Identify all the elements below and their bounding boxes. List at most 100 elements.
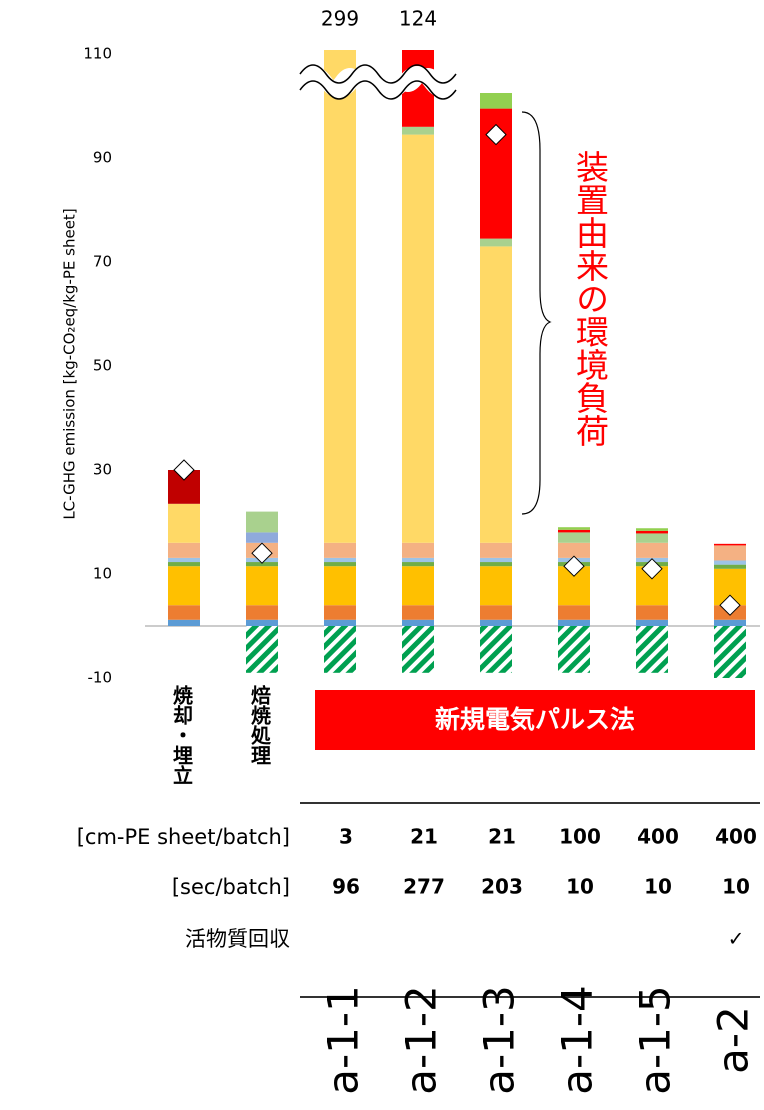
banner-box <box>315 690 755 750</box>
bar-segment <box>324 50 356 543</box>
table-cell: 400 <box>637 825 679 849</box>
bar-segment <box>168 562 200 567</box>
bar-segment <box>402 619 434 626</box>
bar-segment <box>168 619 200 626</box>
category-label: a-1-1 <box>319 985 368 1095</box>
bar-segment <box>246 605 278 620</box>
bar-segment <box>246 619 278 626</box>
break-label: 299 <box>321 7 359 31</box>
y-tick-label: 30 <box>93 461 112 479</box>
table-cell: 21 <box>488 825 516 849</box>
bar-segment <box>402 566 434 606</box>
bar-segment <box>636 533 668 543</box>
table-cell: 100 <box>559 825 601 849</box>
bar-segment <box>558 542 590 558</box>
table-cell: 10 <box>722 875 750 899</box>
table-cell: 21 <box>410 825 438 849</box>
bar-segment <box>480 562 512 567</box>
axis-break <box>294 66 462 98</box>
brace <box>521 111 552 515</box>
bar-segment <box>558 605 590 620</box>
bar-segment <box>480 93 512 109</box>
bar-segment <box>714 545 746 561</box>
marker <box>173 459 195 481</box>
table-cell: 10 <box>566 875 594 899</box>
bar-segment <box>246 626 278 673</box>
bar-segment <box>168 503 200 543</box>
bar-segment <box>324 566 356 606</box>
bar-segment <box>480 246 512 543</box>
bar-segment <box>636 619 668 626</box>
break-label: 124 <box>399 7 437 31</box>
marker <box>719 594 741 616</box>
bar-segment <box>402 557 434 563</box>
bar-segment <box>168 605 200 620</box>
bar-segment <box>558 529 590 533</box>
table-cell: 96 <box>332 875 360 899</box>
bar-segment <box>480 542 512 558</box>
bar-segment <box>480 566 512 606</box>
bar-segment <box>324 605 356 620</box>
category-label: a-1-5 <box>631 985 680 1095</box>
bar-segment <box>402 626 434 673</box>
table-cell: 400 <box>715 825 757 849</box>
bar-segment <box>480 605 512 620</box>
y-tick-label: 10 <box>93 565 112 583</box>
table-cell: 10 <box>644 875 672 899</box>
row-label: 活物質回収 <box>185 927 290 951</box>
bar-segment <box>324 626 356 673</box>
bar-segment <box>168 566 200 606</box>
table-cell: ✓ <box>728 927 745 951</box>
bar-segment <box>558 619 590 626</box>
marker <box>485 123 507 146</box>
bar-segment <box>402 134 434 543</box>
y-tick-label: 90 <box>93 149 112 167</box>
category-label: a-1-2 <box>397 985 446 1095</box>
row-label: [sec/batch] <box>172 875 290 899</box>
bar-segment <box>714 560 746 565</box>
bar-segment <box>636 626 668 673</box>
marker <box>641 558 663 580</box>
y-tick-label: 50 <box>93 357 112 375</box>
category-label: a-1-4 <box>553 985 602 1095</box>
y-tick-label: 110 <box>83 45 112 63</box>
bar-segment <box>402 605 434 620</box>
bar-segment <box>402 542 434 558</box>
bar-segment <box>402 126 434 135</box>
axis-break <box>299 80 457 100</box>
bar-segment <box>168 557 200 563</box>
y-tick-label: -10 <box>88 669 113 687</box>
bar-segment <box>636 605 668 620</box>
bar-segment <box>558 532 590 543</box>
bar-segment <box>714 564 746 569</box>
y-axis-title: LC-GHG emission [kg-CO₂eq/kg-PE sheet] <box>61 208 79 519</box>
axis-break <box>299 64 457 84</box>
row-label: [cm-PE sheet/batch] <box>77 825 290 849</box>
bar-segment <box>714 619 746 626</box>
y-tick-label: 70 <box>93 253 112 271</box>
bar-segment <box>246 562 278 567</box>
bar-segment <box>558 527 590 530</box>
bar-segment <box>246 532 278 543</box>
banner: 新規電気パルス法 <box>435 705 635 734</box>
bar-segment <box>324 542 356 558</box>
bar-segment <box>246 511 278 533</box>
bar-segment <box>324 619 356 626</box>
bar-segment <box>480 238 512 247</box>
bar-segment <box>714 543 746 546</box>
table-cell: 203 <box>481 875 523 899</box>
category-label: a-2 <box>709 1006 758 1074</box>
marker <box>251 542 273 564</box>
category-label: a-1-3 <box>475 985 524 1095</box>
bar-segment <box>246 566 278 606</box>
bar-segment <box>168 542 200 558</box>
bar-segment <box>714 626 746 678</box>
bar-segment <box>402 562 434 567</box>
marker <box>563 555 585 577</box>
bar-segment <box>324 557 356 563</box>
bar-segment <box>636 542 668 558</box>
annotation: 装置由来の環境負荷 <box>571 150 610 447</box>
bar-segment <box>558 626 590 673</box>
category-label: 焙焼処理 <box>248 684 272 765</box>
